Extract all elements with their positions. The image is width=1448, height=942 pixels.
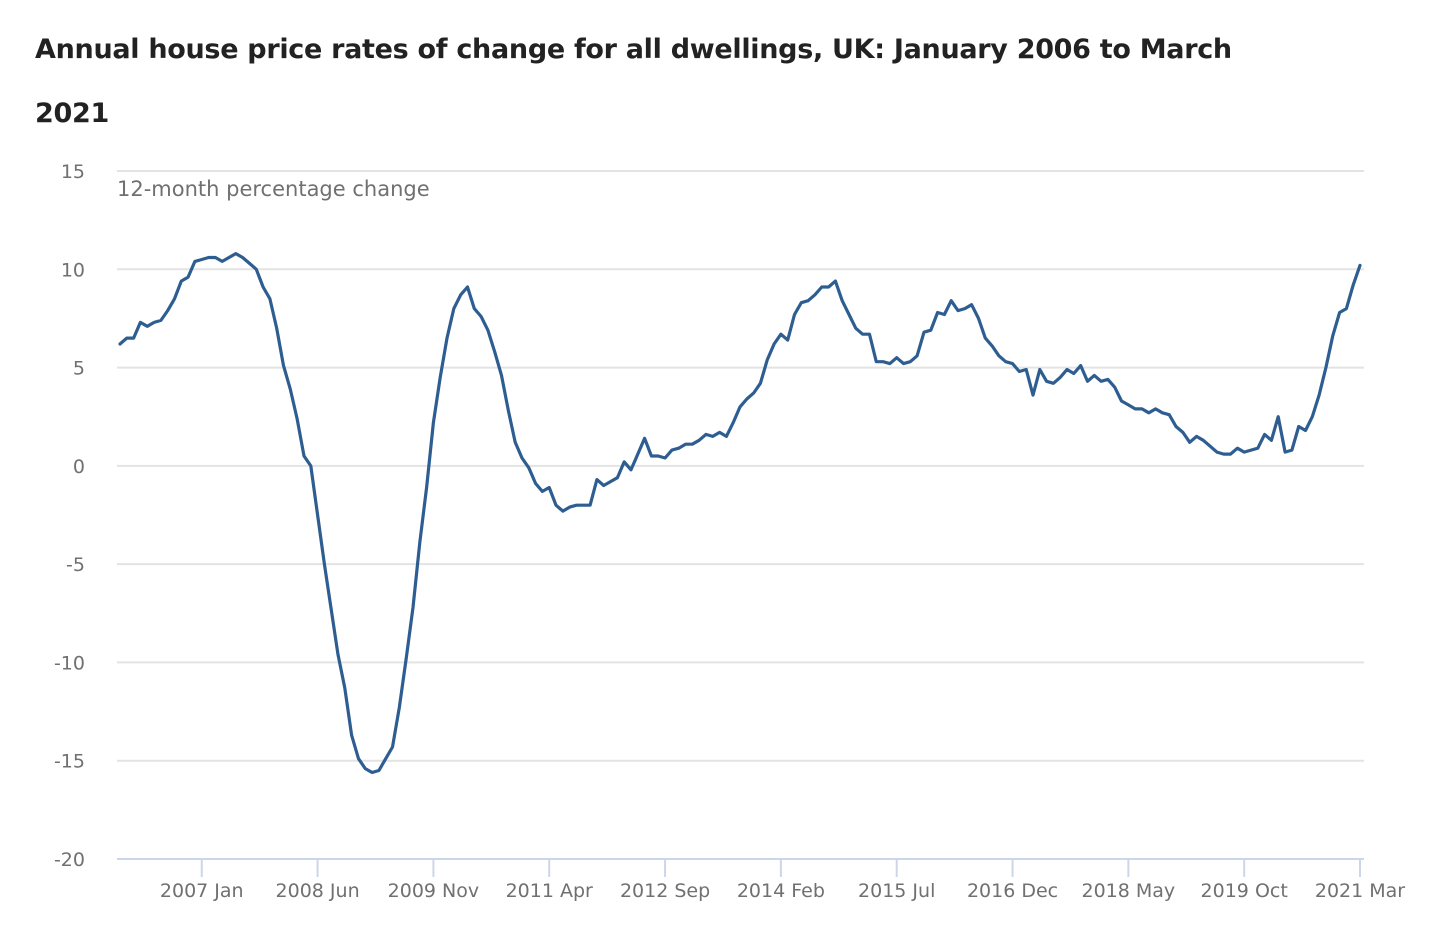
y-tick-label: -5 <box>66 554 85 576</box>
x-tick-label: 2014 Feb <box>737 880 825 902</box>
x-tick-label: 2008 Jun <box>276 880 360 902</box>
chart-title: Annual house price rates of change for a… <box>35 34 1232 129</box>
y-tick-label: 0 <box>73 456 85 478</box>
series-line <box>118 252 1362 775</box>
x-axis: 2007 Jan 2008 Jun 2009 Nov 2011 Apr 2012 Sep… <box>117 858 1405 902</box>
y-tick-label: -20 <box>54 849 85 871</box>
x-tick-label: 2011 Apr <box>506 880 593 902</box>
y-tick-label: 10 <box>61 259 85 281</box>
y-axis-unit-label: 12-month percentage change <box>117 177 430 201</box>
x-tick-label: 2018 May <box>1082 880 1176 902</box>
x-tick-label: 2009 Nov <box>388 880 479 902</box>
gridlines <box>117 170 1364 762</box>
y-tick-label: -10 <box>54 652 85 674</box>
x-tick-label: 2015 Jul <box>858 880 935 902</box>
series-group <box>118 252 1362 775</box>
x-tick-label: 2012 Sep <box>620 880 710 902</box>
y-tick-label: -15 <box>54 751 85 773</box>
y-tick-label: 5 <box>73 358 85 380</box>
x-tick-label: 2019 Oct <box>1201 880 1288 902</box>
y-tick-label: 15 <box>61 161 85 183</box>
y-axis-ticks: 15 10 5 0 -5 -10 -15 -20 <box>54 161 85 871</box>
x-tick-label: 2021 Mar <box>1315 880 1405 902</box>
x-tick-label: 2016 Dec <box>967 880 1058 902</box>
x-tick-label: 2007 Jan <box>160 880 244 902</box>
